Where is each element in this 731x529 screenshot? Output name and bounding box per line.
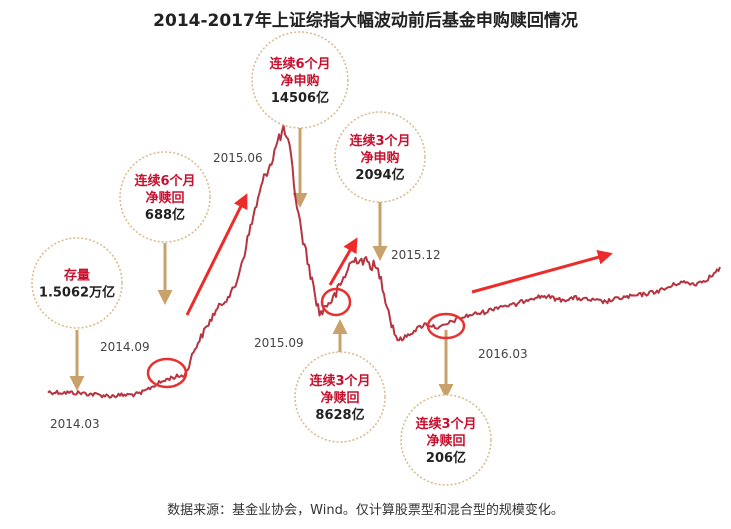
callout-label: 净赎回 <box>145 190 184 206</box>
data-source-note: 数据来源：基金业协会，Wind。仅计算股票型和混合型的规模变化。 <box>167 503 564 518</box>
callout-label: 连续3个月 <box>309 373 370 389</box>
callout-stock: 存量1.5062万亿 <box>31 237 123 329</box>
index-series-line <box>47 124 721 399</box>
callout-label: 净申购 <box>280 73 319 89</box>
callout-label: 净申购 <box>360 150 399 166</box>
date-label-2015-12: 2015.12 <box>391 248 441 262</box>
date-label-2014-09: 2014.09 <box>100 340 150 354</box>
date-label-2015-09: 2015.09 <box>254 336 304 350</box>
callout-value: 206亿 <box>426 450 466 466</box>
callout-label: 净赎回 <box>320 390 359 406</box>
callout-label: 连续6个月 <box>134 173 195 189</box>
date-label-2016-03: 2016.03 <box>478 347 528 361</box>
date-label-2014-03: 2014.03 <box>50 417 100 431</box>
callout-value: 688亿 <box>145 207 185 223</box>
callout-label: 连续3个月 <box>349 133 410 149</box>
date-label-2015-06: 2015.06 <box>213 151 263 165</box>
callout-value: 8628亿 <box>315 407 364 423</box>
callout-value: 2094亿 <box>355 167 404 183</box>
callout-label: 净赎回 <box>426 433 465 449</box>
chart-title: 2014-2017年上证综指大幅波动前后基金申购赎回情况 <box>153 11 578 31</box>
callout-label: 存量 <box>64 268 90 284</box>
highlight-circle-3 <box>426 312 466 340</box>
trend-arrow-1 <box>185 193 248 316</box>
callout-label: 连续6个月 <box>269 56 330 72</box>
highlight-circle-2 <box>320 287 352 317</box>
callout-value: 14506亿 <box>271 90 329 106</box>
highlight-circle-1 <box>146 357 188 389</box>
trend-arrow-2 <box>328 237 358 286</box>
callout-value: 1.5062万亿 <box>39 285 115 301</box>
callout-label: 连续3个月 <box>415 416 476 432</box>
trend-arrow-3 <box>471 249 613 294</box>
